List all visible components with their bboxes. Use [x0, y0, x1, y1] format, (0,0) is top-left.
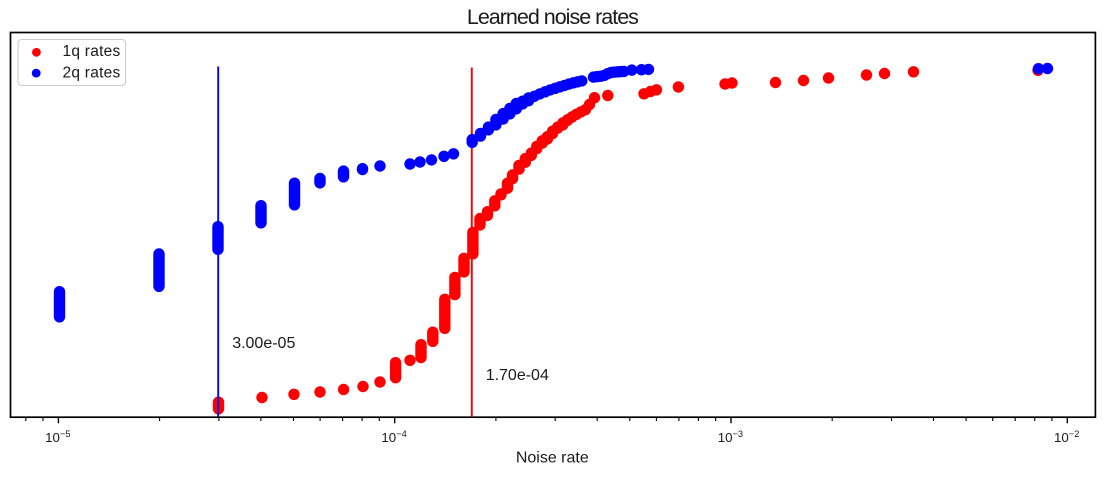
svg-text:Noise rate: Noise rate	[516, 449, 589, 466]
svg-text:3.00e-05: 3.00e-05	[232, 335, 295, 352]
svg-text:1.70e-04: 1.70e-04	[486, 367, 549, 384]
svg-text:2q rates: 2q rates	[63, 64, 121, 81]
svg-text:1q rates: 1q rates	[63, 43, 121, 60]
svg-text:Learned noise rates: Learned noise rates	[467, 5, 638, 29]
